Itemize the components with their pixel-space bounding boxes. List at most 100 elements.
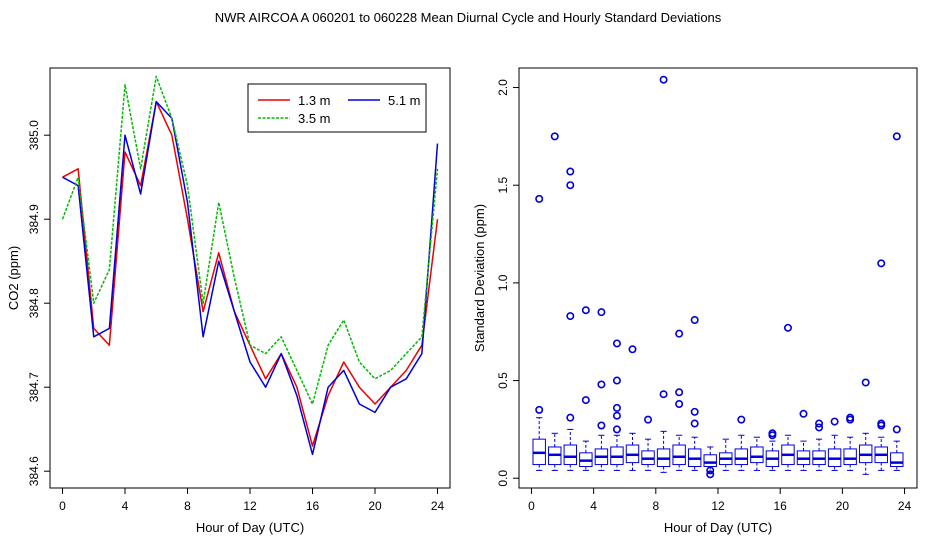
left-xlabel: Hour of Day (UTC) (196, 520, 304, 535)
box-hour-11.5 (703, 446, 717, 479)
box-hour-13.5 (734, 415, 749, 471)
box-outlier-point (892, 132, 901, 141)
left-y-tick-label: 384.6 (27, 456, 41, 486)
right-y-tick-label: 2.0 (496, 79, 510, 96)
box-outlier-point (706, 470, 715, 479)
box-chart-panel: 0 4 8 12 16 20 24 0.0 0.5 1.0 1.5 2.0 Hour of Day (… (472, 67, 918, 535)
box-hour-23.5 (890, 132, 904, 471)
series-line-3-5-m (61, 75, 439, 405)
box-iqr (703, 454, 717, 468)
right-y-tick-label: 0.0 (496, 470, 510, 487)
box-hour-5.5 (610, 339, 624, 471)
box-outlier-point (783, 323, 792, 332)
legend-label-1: 1.3 m (298, 93, 331, 108)
left-x-tick-label: 0 (59, 499, 66, 513)
figure-title: NWR AIRCOA A 060201 to 060228 Mean Diurn… (215, 10, 722, 25)
box-hour-9.5 (672, 329, 686, 471)
legend-box (247, 83, 427, 133)
box-iqr (890, 452, 904, 468)
left-ylabel: CO2 (ppm) (6, 246, 21, 310)
box-outlier-point (612, 339, 621, 348)
box-outlier-point (675, 388, 684, 397)
box-outlier-point (597, 421, 606, 430)
box-outlier-point (815, 423, 824, 432)
left-x-tick-label: 12 (243, 499, 257, 513)
box-outlier-point (830, 417, 839, 426)
box-outlier-point (675, 329, 684, 338)
box-hour-20.5 (843, 413, 857, 471)
right-x-tick-label: 8 (652, 499, 659, 513)
box-outlier-point (628, 345, 637, 354)
box-iqr (734, 448, 749, 466)
left-x-tick-label: 4 (122, 499, 129, 513)
right-y-tick-label: 0.5 (496, 372, 510, 389)
box-outlier-point (566, 413, 575, 422)
box-outlier-point (535, 194, 544, 203)
box-outlier-point (690, 407, 699, 416)
box-hour-19.5 (827, 417, 842, 471)
box-outlier-point (737, 415, 746, 424)
right-x-tick-label: 0 (528, 499, 535, 513)
line-chart-panel: 0 4 8 12 16 20 24 384.6 384.7 384.8 384.9 385.0 Hou… (6, 67, 451, 535)
right-x-tick-label: 20 (836, 499, 850, 513)
left-y-tick-label: 384.9 (27, 204, 41, 234)
box-chart-frame (518, 67, 918, 489)
box-hour-2.5 (563, 167, 578, 471)
box-outlier-point (706, 466, 715, 475)
legend-label-3: 3.5 m (298, 111, 331, 126)
right-ylabel: Standard Deviation (ppm) (472, 204, 487, 352)
box-hour-12.5 (719, 438, 733, 471)
left-x-tick-label: 8 (184, 499, 191, 513)
box-hour-3.5 (579, 306, 593, 471)
box-iqr (750, 446, 764, 464)
left-x-tick-label: 24 (431, 499, 445, 513)
box-hour-16.5 (781, 323, 795, 471)
box-hour-15.5 (765, 429, 780, 471)
box-outlier-point (550, 132, 559, 141)
legend-label-2: 5.1 m (388, 93, 421, 108)
box-outlier-point (675, 399, 684, 408)
box-outlier-point (597, 380, 606, 389)
series-line-5-1-m (62, 100, 439, 456)
right-x-tick-label: 4 (590, 499, 597, 513)
box-outlier-point (892, 425, 901, 434)
box-hour-14.5 (750, 436, 764, 471)
box-hour-7.5 (641, 415, 655, 471)
left-y-tick-label: 384.7 (27, 372, 41, 402)
box-iqr (563, 444, 578, 466)
box-hour-17.5 (796, 409, 811, 471)
box-hour-22.5 (874, 259, 888, 471)
box-outlier-point (566, 181, 575, 190)
box-outlier-point (861, 378, 870, 387)
box-outlier-point (581, 306, 590, 315)
box-hour-18.5 (812, 419, 826, 471)
box-outlier-point (846, 413, 855, 422)
box-outlier-point (659, 390, 668, 399)
box-outlier-point (566, 312, 575, 321)
box-outlier-point (535, 405, 544, 414)
left-y-tick-label: 384.8 (27, 288, 41, 318)
box-outlier-point (612, 411, 621, 420)
legend: 1.3 m 5.1 m 3.5 m (247, 83, 427, 133)
box-outlier-point (690, 315, 699, 324)
box-hour-8.5 (656, 75, 671, 473)
box-outlier-point (612, 376, 621, 385)
line-series-group (61, 75, 439, 456)
left-x-tick-label: 20 (368, 499, 382, 513)
box-outlier-point (768, 429, 777, 438)
left-y-tick-label: 385.0 (27, 120, 41, 150)
box-outlier-point (690, 419, 699, 428)
right-xlabel: Hour of Day (UTC) (664, 520, 772, 535)
box-outlier-point (877, 259, 886, 268)
box-iqr (672, 444, 686, 466)
right-x-tick-label: 12 (711, 499, 725, 513)
box-outlier-point (659, 75, 668, 84)
box-iqr (843, 448, 857, 466)
right-y-tick-label: 1.0 (496, 274, 510, 291)
box-series-group (532, 75, 904, 479)
left-x-tick-label: 16 (306, 499, 320, 513)
box-outlier-point (644, 415, 653, 424)
box-hour-10.5 (687, 315, 702, 471)
box-outlier-point (566, 167, 575, 176)
